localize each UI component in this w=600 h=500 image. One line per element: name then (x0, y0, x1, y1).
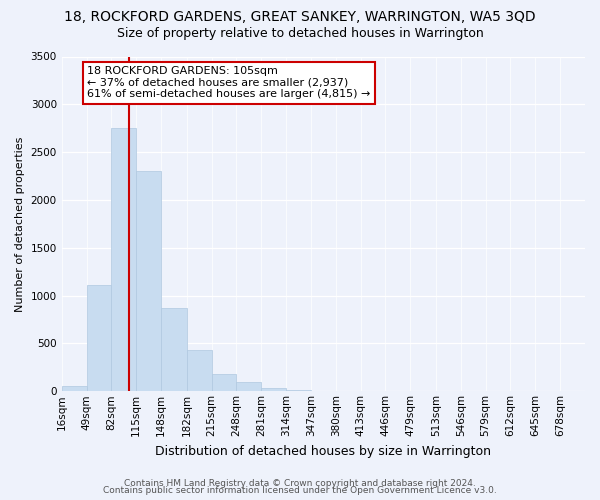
Text: Contains HM Land Registry data © Crown copyright and database right 2024.: Contains HM Land Registry data © Crown c… (124, 478, 476, 488)
Bar (236, 382, 261, 392)
Bar (187, 350, 212, 392)
Bar (62, 386, 86, 392)
Text: 18 ROCKFORD GARDENS: 105sqm
← 37% of detached houses are smaller (2,937)
61% of : 18 ROCKFORD GARDENS: 105sqm ← 37% of det… (87, 66, 371, 100)
Bar (212, 374, 236, 392)
Bar (261, 388, 286, 392)
Text: Contains public sector information licensed under the Open Government Licence v3: Contains public sector information licen… (103, 486, 497, 495)
Bar (286, 390, 311, 392)
Bar (112, 128, 136, 392)
Bar (136, 172, 161, 392)
Text: Size of property relative to detached houses in Warrington: Size of property relative to detached ho… (116, 28, 484, 40)
Bar (161, 308, 187, 392)
Bar (86, 285, 112, 392)
Y-axis label: Number of detached properties: Number of detached properties (15, 136, 25, 312)
X-axis label: Distribution of detached houses by size in Warrington: Distribution of detached houses by size … (155, 444, 491, 458)
Text: 18, ROCKFORD GARDENS, GREAT SANKEY, WARRINGTON, WA5 3QD: 18, ROCKFORD GARDENS, GREAT SANKEY, WARR… (64, 10, 536, 24)
